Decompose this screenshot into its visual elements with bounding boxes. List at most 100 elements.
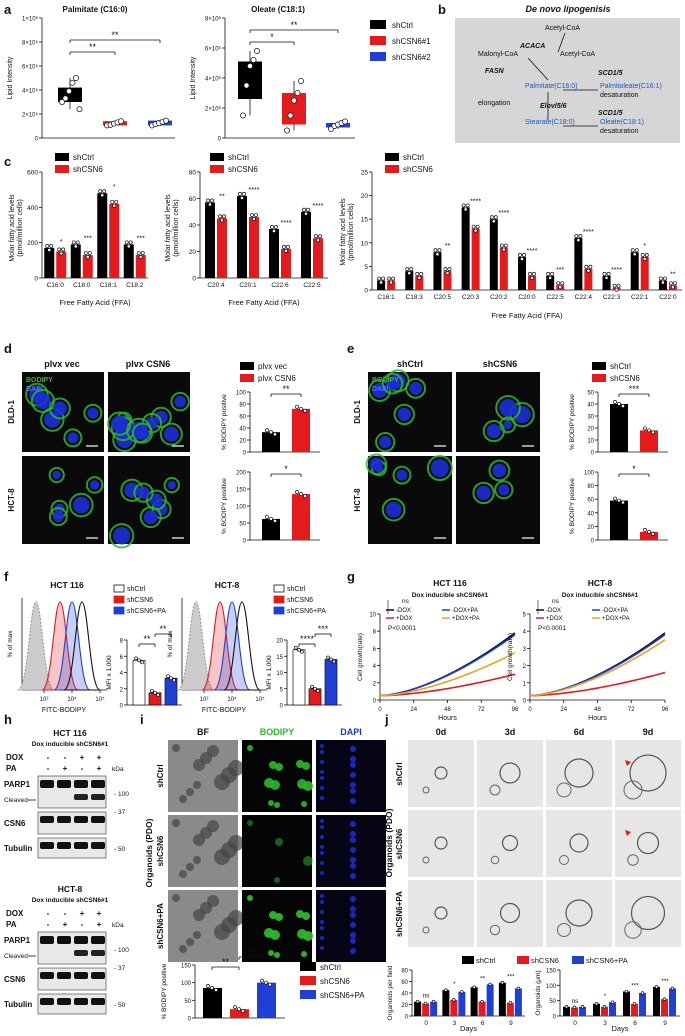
nucleus	[350, 798, 356, 804]
x-tick-label: C18:1	[100, 282, 118, 289]
bar-shCtrl	[602, 275, 611, 290]
data-point	[574, 234, 579, 239]
data-point	[274, 225, 278, 229]
red-arrow	[625, 830, 631, 836]
bar-shCSN6+PA	[486, 984, 494, 1016]
micrograph-organoid	[615, 740, 681, 807]
data-point	[660, 280, 665, 285]
data-point	[437, 248, 442, 253]
bodipy-bg	[242, 815, 312, 887]
legend-item: -DOX	[396, 608, 411, 614]
data-point	[493, 215, 498, 220]
data-point	[488, 982, 492, 987]
data-point	[670, 285, 675, 290]
y-tick-label: 50	[239, 522, 246, 528]
pathway-node: Stearate(C18:0)	[525, 119, 575, 126]
legend-item: shCtrl	[228, 153, 249, 162]
legend-item: -DOX+PA	[452, 608, 478, 614]
data-point	[76, 106, 83, 113]
histogram-peak	[53, 601, 91, 691]
marker: - 50	[114, 846, 126, 853]
x-axis-title: Free Fatty Acid (FFA)	[59, 298, 131, 307]
bar-shCtrl	[489, 219, 498, 290]
data-point	[233, 1005, 237, 1010]
data-point	[461, 203, 466, 208]
band-label: Tubulin	[4, 1000, 32, 1009]
data-point	[387, 276, 392, 281]
sig-label: **	[222, 957, 230, 967]
y-axis-title: Cell growth(rate)	[507, 633, 514, 681]
data-point	[602, 271, 607, 276]
sig-label: ***	[247, 947, 258, 957]
x-tick-label: 3	[453, 1020, 457, 1027]
bodipy-signal	[405, 377, 427, 399]
organoid-bg	[615, 880, 681, 947]
organoid	[422, 926, 430, 934]
nucleus	[350, 922, 356, 928]
bar-shCSN6	[640, 256, 649, 290]
band	[91, 842, 105, 849]
y-tick-label: 0	[243, 451, 247, 457]
sig-label: ***	[631, 982, 639, 989]
y-axis-title: % of max	[167, 630, 174, 658]
data-point	[668, 281, 673, 286]
chart-title: Oleate (C18:1)	[251, 5, 305, 14]
x-axis-title: Free Fatty Acid (FFA)	[228, 298, 300, 307]
organoid-bg	[408, 810, 474, 877]
x-tick-label: 10⁴	[227, 696, 237, 703]
data-point	[614, 287, 619, 292]
band	[57, 780, 71, 788]
bf-cell	[193, 856, 201, 864]
nucleus	[350, 746, 356, 752]
row-label: shCSN6+PA	[156, 903, 165, 949]
sig-label: ****	[470, 198, 481, 205]
bar-shCtrl	[44, 247, 55, 278]
y-axis-title: Organoids (μm)	[535, 970, 542, 1015]
y-tick-label: 4	[373, 664, 377, 670]
nucleus	[72, 496, 90, 514]
bar-plvx CSN6	[292, 408, 310, 452]
growth-curve--DOX+PA	[379, 633, 516, 697]
y-tick-label: 20	[276, 639, 283, 645]
sig-label: **	[480, 975, 486, 982]
data-point	[300, 649, 304, 654]
bodipy-signal	[381, 497, 406, 522]
nucleus	[87, 407, 99, 419]
legend-item: shCtrl	[403, 153, 424, 162]
data-point	[110, 199, 115, 204]
sig-label: ****	[281, 220, 292, 227]
y-tick-label: 0	[218, 137, 222, 143]
x-tick-label: 96	[512, 707, 519, 713]
data-point	[672, 281, 677, 286]
y-axis-title: Molar fatty acid levels	[165, 194, 172, 262]
bar-shCSN6	[631, 1003, 638, 1016]
y-axis-title: Molar fatty acid levels	[340, 198, 347, 266]
bf-cell	[193, 781, 201, 789]
pathway-arrow	[527, 57, 549, 81]
y-tick-label: 0	[243, 539, 247, 545]
bodipy-signal	[108, 523, 135, 549]
sig-label: ns	[423, 993, 431, 1000]
bar-shCSN6	[471, 228, 480, 290]
legend-item: shCSN6	[610, 374, 640, 383]
growth-curve--DOX	[379, 632, 516, 697]
nucleus	[174, 395, 186, 408]
organoid-bg	[408, 880, 474, 947]
organoid	[499, 762, 521, 784]
bar-shCtrl	[301, 211, 311, 278]
row-label: shCtrl	[156, 764, 165, 787]
data-point	[59, 99, 65, 105]
y-tick-label: 100	[181, 981, 192, 987]
nucleus	[111, 415, 128, 432]
bar-shCSN6	[571, 1007, 578, 1016]
nucleus	[385, 376, 400, 391]
data-point	[268, 982, 272, 987]
legend-item: -DOX+PA	[602, 608, 628, 614]
bar-shCSN6	[313, 238, 323, 278]
y-axis-title: Organoids per field	[387, 965, 394, 1020]
data-point	[238, 191, 242, 196]
bar-shCSN6+PA	[639, 993, 646, 1016]
band	[40, 842, 54, 849]
x-tick-label: C20:4	[207, 282, 225, 289]
